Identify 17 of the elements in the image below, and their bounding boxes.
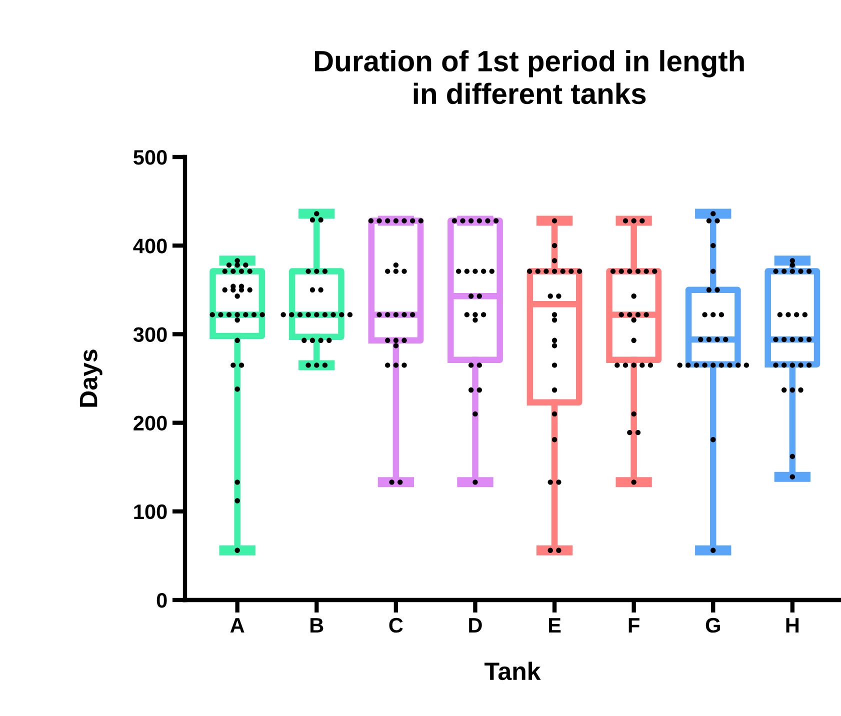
y-axis-title: Days — [80, 350, 102, 407]
y-tick-label: 300 — [133, 327, 167, 342]
y-tick-label: 400 — [133, 238, 167, 254]
x-axis-title: Tank — [484, 662, 541, 680]
x-tick-label: E — [548, 618, 561, 632]
x-tick-label: A — [230, 618, 244, 632]
x-tick-label: H — [786, 618, 799, 632]
chart-title: Duration of 1st period in length in different tanks — [314, 50, 744, 104]
y-tick-label: 500 — [134, 150, 167, 165]
y-tick-label: 0 — [156, 593, 167, 608]
x-tick-label: B — [310, 618, 324, 632]
y-tick-label: 100 — [134, 504, 167, 520]
y-tick-label: 200 — [134, 416, 167, 431]
x-tick-label: D — [469, 618, 482, 632]
x-tick-label: C — [389, 618, 403, 633]
x-tick-label: F — [628, 618, 640, 632]
x-tick-label: G — [706, 618, 720, 633]
